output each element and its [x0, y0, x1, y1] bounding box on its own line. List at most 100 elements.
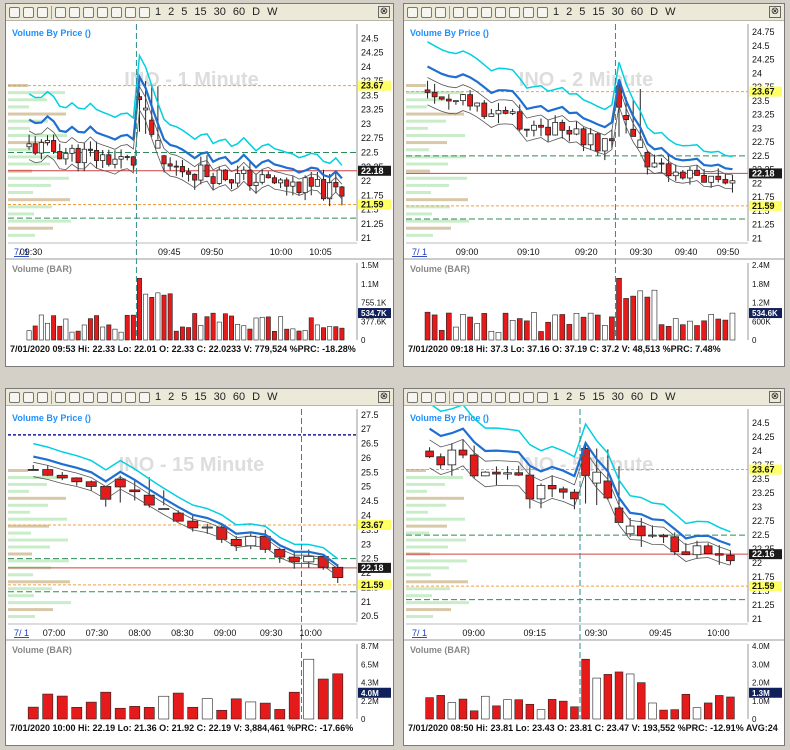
cursor-icon[interactable] — [421, 391, 432, 403]
interval-button-15[interactable]: 15 — [194, 5, 207, 18]
chart-canvas[interactable]: 24.524.252423.7523.523.252322.7522.522.2… — [6, 21, 393, 366]
zoom-out-icon[interactable] — [69, 6, 80, 18]
print-icon[interactable] — [9, 6, 20, 18]
chart-toolbar: 1 2 5 15 30 60 D W ⊗ — [404, 389, 784, 406]
interval-button-d[interactable]: D — [252, 5, 261, 18]
volume-bar — [581, 658, 590, 720]
interval-button-2[interactable]: 2 — [168, 5, 175, 18]
clock-icon[interactable] — [139, 6, 150, 18]
close-chart-button[interactable]: ⊗ — [769, 6, 781, 18]
volume-bar — [216, 321, 222, 341]
volume-bar — [559, 314, 566, 341]
date-tab[interactable]: 7/ 1 — [412, 628, 427, 638]
zoom-in-icon[interactable] — [453, 391, 464, 403]
draw-menu-icon[interactable] — [37, 6, 48, 18]
crosshair-icon[interactable] — [111, 391, 122, 403]
interval-button-w[interactable]: W — [267, 390, 278, 403]
chart-canvas[interactable]: 24.524.252423.7523.523.252322.7522.522.2… — [404, 406, 784, 745]
interval-button-5[interactable]: 5 — [579, 5, 586, 18]
chart-panel-5min[interactable]: 125 15 30 60 DW ⊗ 24.524.252423.7523.523.25232… — [403, 388, 785, 746]
print-icon[interactable] — [407, 391, 418, 403]
cursor-icon[interactable] — [23, 391, 34, 403]
zoom-fit-icon[interactable] — [83, 391, 94, 403]
interval-button-60[interactable]: 60 — [630, 390, 644, 403]
cursor-icon[interactable] — [421, 6, 432, 18]
print-icon[interactable] — [407, 6, 418, 18]
pan-hand-icon[interactable] — [495, 6, 506, 18]
pencil-icon[interactable] — [125, 6, 136, 18]
clock-icon[interactable] — [537, 6, 548, 18]
date-tab[interactable]: 7/ 1 — [412, 247, 427, 257]
time-tick-label: 08:30 — [171, 628, 194, 638]
crosshair-icon[interactable] — [509, 391, 520, 403]
interval-button-2[interactable]: 2 — [168, 390, 175, 403]
interval-button-d[interactable]: D — [650, 390, 659, 403]
pan-hand-icon[interactable] — [495, 391, 506, 403]
last-price-badge-bg — [749, 168, 782, 179]
interval-button-w[interactable]: W — [665, 390, 676, 403]
pencil-icon[interactable] — [125, 391, 136, 403]
interval-button-30[interactable]: 30 — [611, 5, 624, 18]
interval-button-60[interactable]: 60 — [232, 5, 246, 18]
chart-panel-15min[interactable]: 125 15 30 60 DW ⊗ 27.52726.52625.52524.52423.5… — [5, 388, 394, 746]
interval-button-1[interactable]: 1 — [553, 5, 560, 18]
interval-button-30[interactable]: 30 — [213, 5, 226, 18]
candle — [573, 128, 580, 135]
zoom-in-icon[interactable] — [55, 391, 66, 403]
volume-bar — [245, 701, 257, 720]
crosshair-icon[interactable] — [111, 6, 122, 18]
pan-hand-icon[interactable] — [97, 391, 108, 403]
zoom-out-icon[interactable] — [467, 391, 478, 403]
draw-menu-icon[interactable] — [37, 391, 48, 403]
interval-button-5[interactable]: 5 — [181, 390, 188, 403]
zoom-fit-icon[interactable] — [481, 6, 492, 18]
print-icon[interactable] — [9, 391, 20, 403]
interval-button-1[interactable]: 1 — [155, 5, 162, 18]
interval-button-1[interactable]: 1 — [155, 390, 162, 403]
interval-button-5[interactable]: 5 — [181, 5, 188, 18]
date-tab[interactable]: 7/ 1 — [14, 247, 29, 257]
interval-button-2[interactable]: 2 — [566, 390, 573, 403]
close-chart-button[interactable]: ⊗ — [769, 391, 781, 403]
interval-button-d[interactable]: D — [252, 390, 261, 403]
interval-button-1[interactable]: 1 — [553, 390, 560, 403]
interval-button-15[interactable]: 15 — [592, 5, 605, 18]
candle — [94, 150, 100, 161]
pan-hand-icon[interactable] — [97, 6, 108, 18]
chart-panel-2min[interactable]: 125 15 30 60 DW ⊗ 24.7524.524.252423.7523.523.… — [403, 3, 785, 367]
interval-button-w[interactable]: W — [665, 5, 676, 18]
clock-icon[interactable] — [139, 391, 150, 403]
draw-menu-icon[interactable] — [435, 6, 446, 18]
interval-button-d[interactable]: D — [650, 5, 659, 18]
pencil-icon[interactable] — [523, 391, 534, 403]
interval-button-15[interactable]: 15 — [194, 390, 207, 403]
crosshair-icon[interactable] — [509, 6, 520, 18]
chart-canvas[interactable]: 27.52726.52625.52524.52423.52322.52221.5… — [6, 406, 393, 745]
interval-button-2[interactable]: 2 — [566, 5, 573, 18]
draw-menu-icon[interactable] — [435, 391, 446, 403]
close-chart-button[interactable]: ⊗ — [378, 6, 390, 18]
candle — [480, 471, 490, 477]
cursor-icon[interactable] — [23, 6, 34, 18]
pencil-icon[interactable] — [523, 6, 534, 18]
close-chart-button[interactable]: ⊗ — [378, 391, 390, 403]
zoom-fit-icon[interactable] — [83, 6, 94, 18]
interval-button-60[interactable]: 60 — [232, 390, 246, 403]
zoom-fit-icon[interactable] — [481, 391, 492, 403]
interval-button-30[interactable]: 30 — [611, 390, 624, 403]
interval-button-60[interactable]: 60 — [630, 5, 644, 18]
interval-button-30[interactable]: 30 — [213, 390, 226, 403]
chart-canvas[interactable]: 24.7524.524.252423.7523.523.252322.7522.… — [404, 21, 784, 366]
date-tab[interactable]: 7/ 1 — [14, 628, 29, 638]
price-tick-label: 22.5 — [752, 151, 770, 161]
zoom-out-icon[interactable] — [467, 6, 478, 18]
volume-badge-bg — [749, 308, 782, 319]
interval-button-w[interactable]: W — [267, 5, 278, 18]
zoom-in-icon[interactable] — [453, 6, 464, 18]
zoom-out-icon[interactable] — [69, 391, 80, 403]
zoom-in-icon[interactable] — [55, 6, 66, 18]
interval-button-5[interactable]: 5 — [579, 390, 586, 403]
clock-icon[interactable] — [537, 391, 548, 403]
interval-button-15[interactable]: 15 — [592, 390, 605, 403]
chart-panel-1min[interactable]: 125 15 30 60 DW ⊗ 24.524.252423.7523.523.25232… — [5, 3, 394, 367]
